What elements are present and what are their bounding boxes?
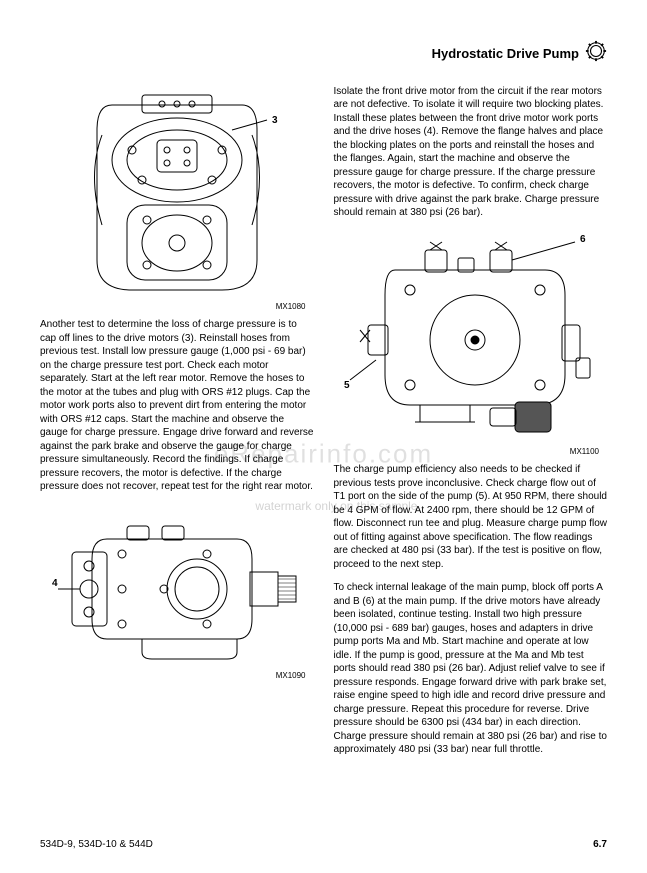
paragraph-3: The charge pump efficiency also needs to… <box>334 463 608 571</box>
page-footer: 534D-9, 534D-10 & 544D 6.7 <box>40 838 607 852</box>
paragraph-2: Isolate the front drive motor from the c… <box>334 85 608 220</box>
paragraph-1: Another test to determine the loss of ch… <box>40 318 314 494</box>
footer-page-number: 6.7 <box>593 838 607 852</box>
callout-3: 3 <box>272 115 278 126</box>
callout-5: 5 <box>344 380 350 391</box>
paragraph-4: To check internal leakage of the main pu… <box>334 581 608 757</box>
right-column: Isolate the front drive motor from the c… <box>334 85 608 767</box>
figure-label-1: MX1080 <box>40 302 314 313</box>
left-column: 3 MX1080 Another test to determine the l… <box>40 85 314 767</box>
callout-4: 4 <box>52 578 58 589</box>
figure-mx1100: 5 6 MX1100 <box>334 230 608 458</box>
callout-6: 6 <box>580 234 586 245</box>
content-columns: 3 MX1080 Another test to determine the l… <box>40 85 607 767</box>
figure-label-2: MX1090 <box>40 671 314 682</box>
figure-mx1090: 4 MX1090 <box>40 504 314 682</box>
figure-label-3: MX1100 <box>334 447 608 458</box>
figure-mx1080: 3 MX1080 <box>40 85 314 313</box>
header-title: Hydrostatic Drive Pump <box>432 45 579 63</box>
page-header: Hydrostatic Drive Pump <box>40 40 607 67</box>
footer-models: 534D-9, 534D-10 & 544D <box>40 838 153 852</box>
gear-icon <box>585 40 607 67</box>
